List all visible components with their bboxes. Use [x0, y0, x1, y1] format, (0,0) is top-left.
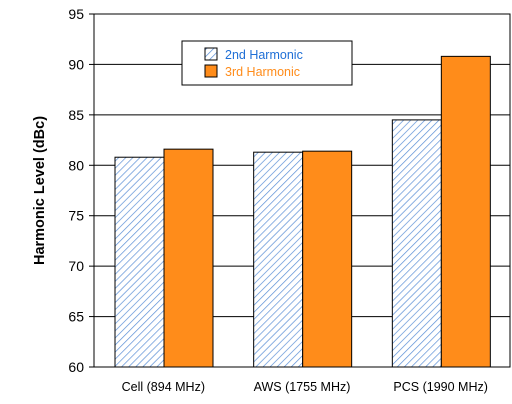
legend-swatch — [204, 64, 218, 78]
legend-label: 3rd Harmonic — [225, 65, 300, 79]
y-tick-label: 70 — [68, 258, 84, 274]
legend-swatch — [204, 47, 218, 61]
bar-2nd-harmonic — [253, 151, 304, 368]
plot-frame — [93, 13, 511, 368]
x-category-label: PCS (1990 MHz) — [393, 380, 487, 394]
bar-2nd-harmonic — [114, 156, 165, 368]
y-tick-label: 75 — [68, 208, 84, 224]
y-tick-label: 85 — [68, 107, 84, 123]
bars — [114, 55, 491, 368]
legend-label: 2nd Harmonic — [225, 48, 303, 62]
y-tick-label: 80 — [68, 157, 84, 173]
bar-2nd-harmonic — [391, 119, 442, 368]
bar-3rd-harmonic — [440, 55, 491, 368]
x-category-label: Cell (894 MHz) — [122, 380, 205, 394]
y-tick-label: 65 — [68, 309, 84, 325]
y-tick-label: 90 — [68, 56, 84, 72]
x-axis-category-labels: Cell (894 MHz) AWS (1755 MHz) PCS (1990 MH… — [122, 380, 488, 394]
legend: 2nd Harmonic 3rd Harmonic — [181, 40, 353, 86]
y-axis-ticks: 60 65 70 75 80 85 90 95 — [68, 6, 94, 375]
bar-3rd-harmonic — [302, 150, 353, 368]
y-tick-label: 60 — [68, 359, 84, 375]
x-category-label: AWS (1755 MHz) — [254, 380, 351, 394]
y-axis-label: Harmonic Level (dBc) — [32, 116, 48, 265]
bar-3rd-harmonic — [163, 148, 214, 368]
y-tick-label: 95 — [68, 6, 84, 22]
